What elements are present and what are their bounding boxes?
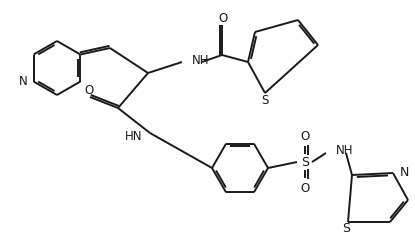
Text: N: N	[19, 75, 28, 88]
Text: O: O	[218, 11, 227, 25]
Text: S: S	[261, 93, 269, 106]
Text: N: N	[400, 165, 409, 179]
Text: S: S	[301, 155, 309, 168]
Text: NH: NH	[336, 145, 354, 157]
Text: NH: NH	[192, 55, 210, 67]
Text: HN: HN	[124, 129, 142, 143]
Text: O: O	[300, 129, 310, 143]
Text: O: O	[84, 85, 94, 97]
Text: O: O	[300, 182, 310, 194]
Text: S: S	[342, 222, 350, 236]
